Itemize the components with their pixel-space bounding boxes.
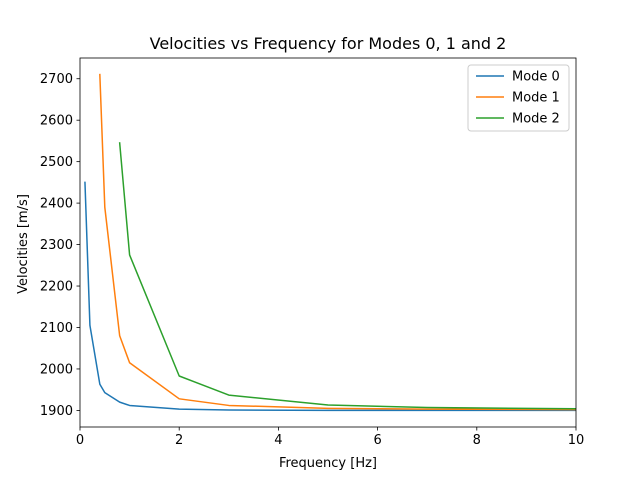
x-tick-label: 0: [76, 433, 84, 448]
y-tick-label: 2600: [40, 114, 73, 129]
plot-area: 0 2 4 6 8 10 1900 2000 2100 2200 2300 2400 2500 2600 2…: [40, 57, 585, 448]
chart-title: Velocities vs Frequency for Modes 0, 1 a…: [150, 34, 507, 53]
legend: Mode 0 Mode 1 Mode 2: [467, 64, 570, 132]
x-axis-label: Frequency [Hz]: [279, 456, 377, 471]
series-line-mode-2: [118, 142, 576, 410]
y-tick-label: 2500: [40, 155, 73, 170]
y-tick-label: 2400: [40, 197, 73, 212]
x-tick-label: 6: [373, 433, 381, 448]
series-line-mode-1: [99, 73, 576, 411]
x-tick-label: 4: [274, 433, 282, 448]
x-tick-label: 8: [473, 433, 481, 448]
legend-label-mode-1: Mode 1: [512, 91, 560, 106]
y-tick-label: 1900: [40, 404, 73, 419]
legend-label-mode-2: Mode 2: [512, 112, 560, 127]
y-tick-label: 2100: [40, 321, 73, 336]
y-tick-label: 2700: [40, 72, 73, 87]
axes-frame: [79, 57, 577, 428]
y-axis-label: Velocities [m/s]: [16, 194, 31, 294]
y-tick-label: 2200: [40, 280, 73, 295]
y-tick-label: 2300: [40, 238, 73, 253]
series-line-mode-0: [84, 181, 576, 412]
x-tick-label: 10: [568, 433, 585, 448]
legend-box: [467, 64, 570, 132]
y-tick-label: 2000: [40, 362, 73, 377]
x-tick-label: 2: [175, 433, 183, 448]
legend-label-mode-0: Mode 0: [512, 70, 560, 85]
